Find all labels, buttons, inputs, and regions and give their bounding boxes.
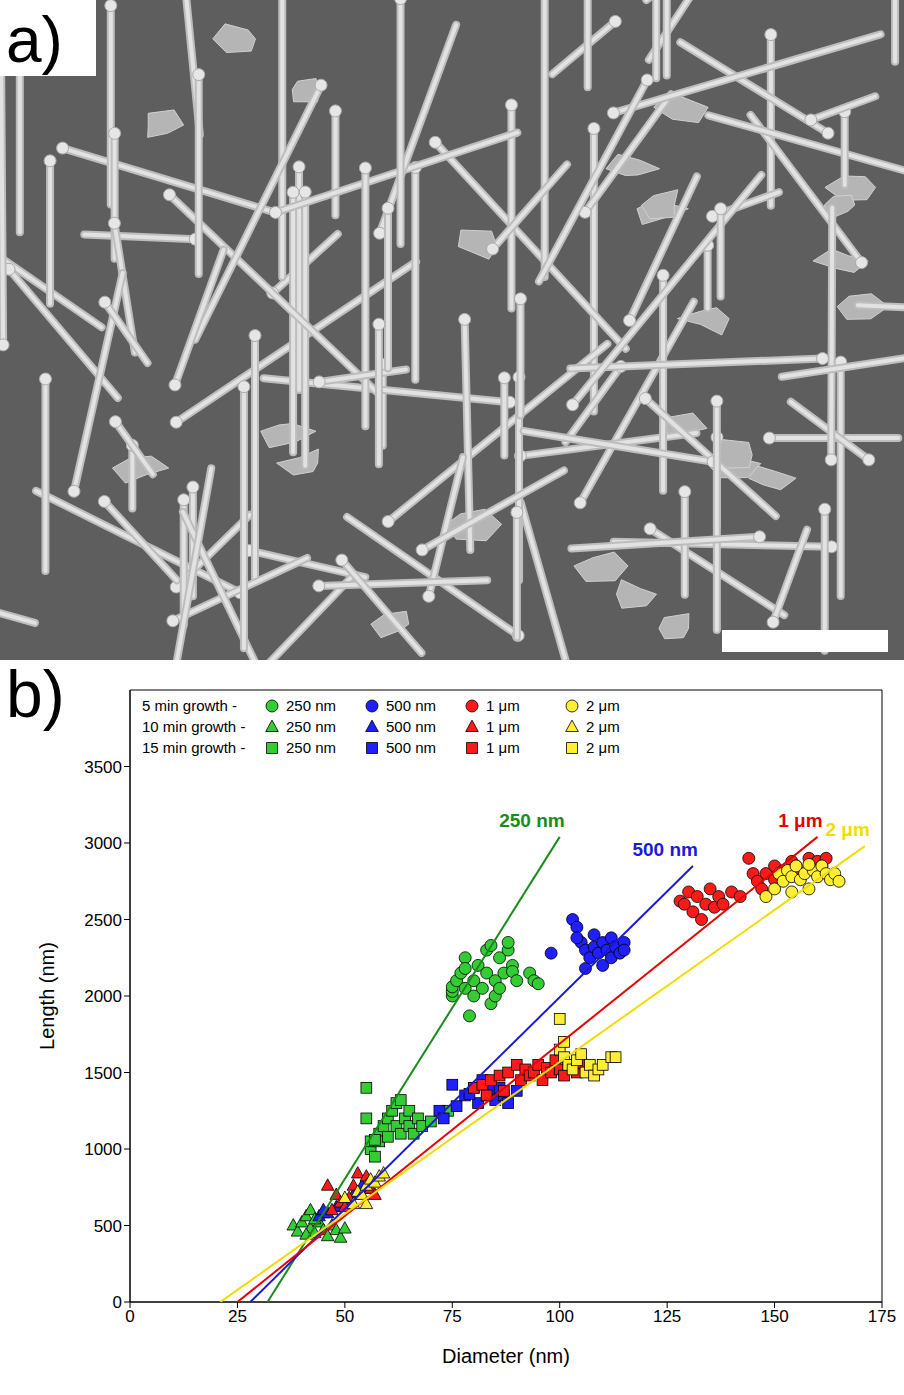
html-text:b): b)	[6, 657, 65, 731]
svg-text:1 μm: 1 μm	[778, 810, 822, 831]
svg-text:25: 25	[228, 1307, 247, 1326]
svg-text:500: 500	[94, 1217, 122, 1236]
html-text:500 nm: 500 nm	[386, 697, 436, 714]
svg-text:500 nm: 500 nm	[632, 839, 697, 860]
html-text:500 nm: 500 nm	[386, 739, 436, 756]
html-text:1 μm: 1 μm	[486, 739, 520, 756]
html-text:250 nm: 250 nm	[286, 697, 336, 714]
svg-text:175: 175	[868, 1307, 896, 1326]
svg-text:Diameter (nm): Diameter (nm)	[442, 1345, 570, 1367]
svg-text:50: 50	[335, 1307, 354, 1326]
svg-text:125: 125	[653, 1307, 681, 1326]
svg-text:100: 100	[546, 1307, 574, 1326]
svg-text:3000: 3000	[84, 834, 122, 853]
html-text:5 min growth -: 5 min growth -	[142, 697, 237, 714]
svg-text:1000: 1000	[84, 1140, 122, 1159]
html-text:1 μm: 1 μm	[486, 697, 520, 714]
svg-text:250 nm: 250 nm	[499, 810, 564, 831]
html-text:15 min growth -: 15 min growth -	[142, 739, 246, 756]
html-text:2 μm: 2 μm	[586, 697, 620, 714]
svg-text:75: 75	[443, 1307, 462, 1326]
svg-text:150: 150	[760, 1307, 788, 1326]
svg-text:3500: 3500	[84, 758, 122, 777]
svg-text:Length (nm): Length (nm)	[36, 942, 58, 1050]
html-text:500 nm: 500 nm	[386, 718, 436, 735]
html-text:10 min growth -: 10 min growth -	[142, 718, 246, 735]
html-text:2 μm: 2 μm	[586, 718, 620, 735]
svg-text:2000: 2000	[84, 987, 122, 1006]
svg-text:0: 0	[113, 1293, 122, 1312]
svg-text:2500: 2500	[84, 911, 122, 930]
html-text:250 nm: 250 nm	[286, 718, 336, 735]
svg-text:0: 0	[125, 1307, 134, 1326]
svg-text:2 μm: 2 μm	[825, 819, 869, 840]
html-text:2 μm: 2 μm	[586, 739, 620, 756]
svg-text:1500: 1500	[84, 1064, 122, 1083]
html-text:1 μm: 1 μm	[486, 718, 520, 735]
html-text:250 nm: 250 nm	[286, 739, 336, 756]
svg-text:a): a)	[6, 4, 63, 76]
